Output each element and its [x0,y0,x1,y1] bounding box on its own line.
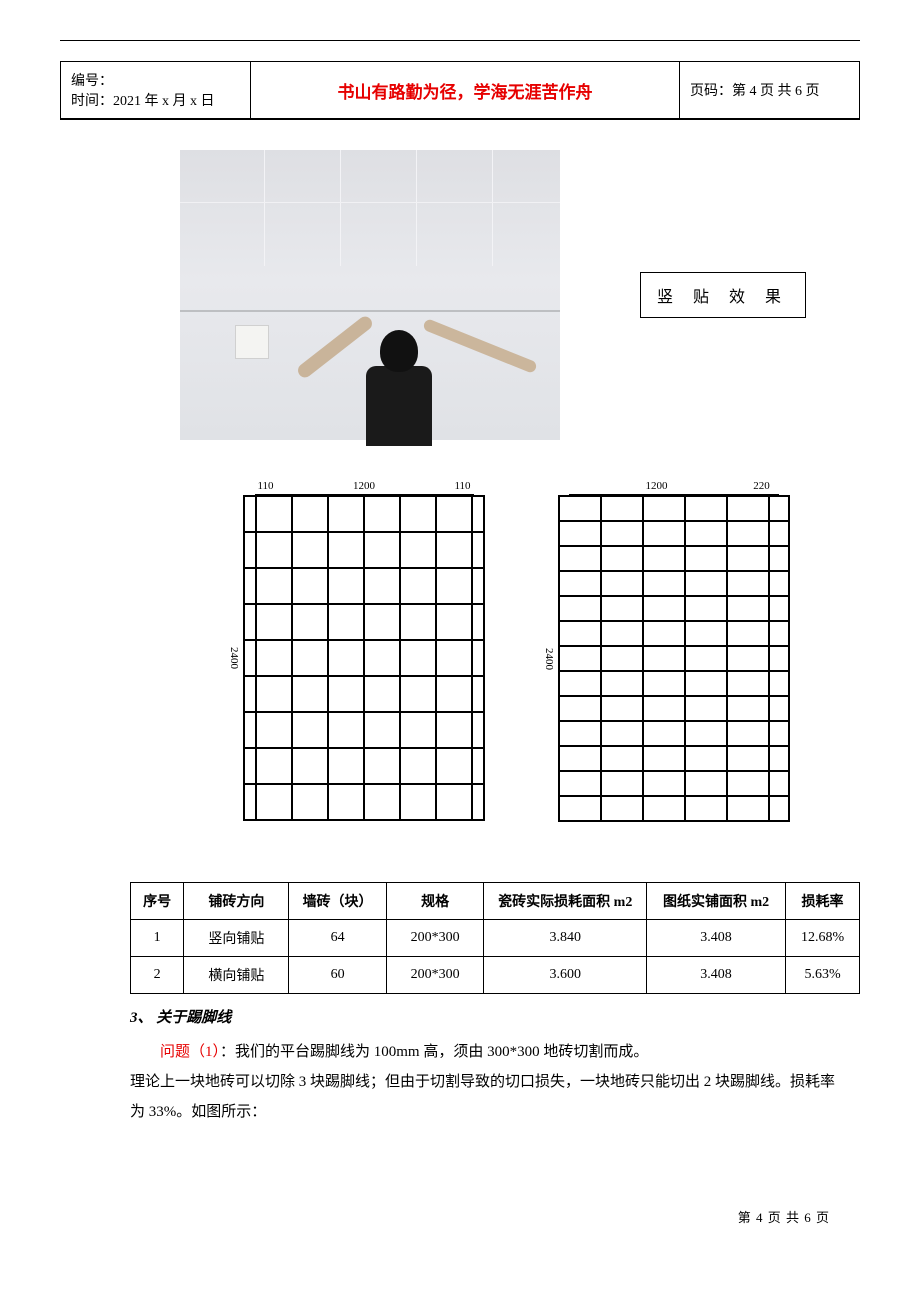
table-cell: 竖向铺贴 [184,920,289,957]
diagram-right-top-dimensions: 1200220 [569,480,779,492]
page-footer: 第 4 页 共 6 页 [60,1207,860,1226]
dimension-label: 110 [255,480,277,492]
table-header-cell: 图纸实铺面积 m2 [647,883,786,920]
table-cell: 5.63% [786,957,860,994]
page-value: 第 4 页 共 6 页 [732,84,820,99]
table-header-cell: 规格 [386,883,484,920]
table-cell: 3.840 [484,920,647,957]
table-cell: 3.408 [647,920,786,957]
dimension-label: 110 [452,480,474,492]
photo-caption: 竖 贴 效 果 [640,272,806,318]
photo-row: 竖 贴 效 果 [180,150,860,440]
document-header-table: 编号： 时间：2021 年 x 月 x 日 书山有路勤为径，学海无涯苦作舟 页码… [60,61,860,120]
diagram-left-side-dim: 2400 [225,647,243,669]
tile-comparison-table: 序号铺砖方向墙砖（块）规格瓷砖实际损耗面积 m2图纸实铺面积 m2损耗率 1竖向… [130,882,860,994]
header-page-cell: 页码：第 4 页 共 6 页 [680,62,860,120]
table-row: 2横向铺贴60200*3003.6003.4085.63% [131,957,860,994]
person-figure [330,300,460,440]
header-motto: 书山有路勤为径，学海无涯苦作舟 [251,62,680,120]
diagram-vertical: 1101200110 2400 [225,480,485,822]
dimension-label: 1200 [569,480,744,492]
table-cell: 3.600 [484,957,647,994]
diagram-left-top-dimensions: 1101200110 [255,480,474,492]
section3-paragraph-2: 理论上一块地砖可以切除 3 块踢脚线；但由于切割导致的切口损失，一块地砖只能切出… [130,1067,840,1127]
time-label: 时间： [71,94,113,109]
diagram-horizontal: 1200220 2400 [540,480,790,822]
table-cell: 2 [131,957,184,994]
section3-heading: 3、 关于踢脚线 [130,1006,860,1027]
table-header-cell: 墙砖（块） [289,883,386,920]
table-cell: 12.68% [786,920,860,957]
time-value: 2021 年 x 月 x 日 [113,94,215,109]
tile-diagrams-row: 1101200110 2400 1200220 2400 [225,480,860,822]
diagram-left-grid [243,495,485,821]
table-cell: 1 [131,920,184,957]
issue-1-text: ：我们的平台踢脚线为 100mm 高，须由 300*300 地砖切割而成。 [220,1044,648,1060]
dimension-label: 1200 [277,480,452,492]
table-cell: 64 [289,920,386,957]
table-header-cell: 瓷砖实际损耗面积 m2 [484,883,647,920]
section3-paragraph-1: 问题（1）：我们的平台踢脚线为 100mm 高，须由 300*300 地砖切割而… [130,1037,840,1067]
table-header-cell: 序号 [131,883,184,920]
time-row: 时间：2021 年 x 月 x 日 [71,90,240,110]
table-row: 1竖向铺贴64200*3003.8403.40812.68% [131,920,860,957]
table-cell: 200*300 [386,957,484,994]
photo-image [180,150,560,440]
diagram-right-side-dim: 2400 [540,648,558,670]
dimension-label: 220 [744,480,779,492]
wall-outlet-icon [235,325,269,359]
table-cell: 3.408 [647,957,786,994]
issue-1-label: 问题（1） [160,1044,220,1060]
table-cell: 横向铺贴 [184,957,289,994]
table-cell: 60 [289,957,386,994]
table-header-cell: 损耗率 [786,883,860,920]
code-label: 编号： [71,70,240,90]
top-rule [60,40,860,41]
page-label: 页码： [690,84,732,99]
table-cell: 200*300 [386,920,484,957]
table-header-cell: 铺砖方向 [184,883,289,920]
diagram-right-grid [558,495,790,822]
header-left-cell: 编号： 时间：2021 年 x 月 x 日 [61,62,251,120]
table-header-row: 序号铺砖方向墙砖（块）规格瓷砖实际损耗面积 m2图纸实铺面积 m2损耗率 [131,883,860,920]
